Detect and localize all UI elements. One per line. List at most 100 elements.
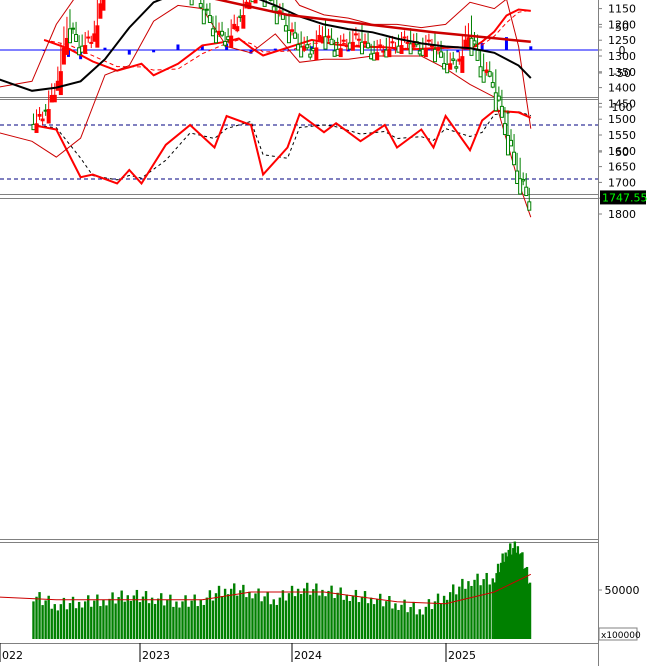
volume-bar	[427, 599, 431, 639]
price-y-tick-label: 1500	[608, 113, 636, 126]
volume-bar	[397, 609, 400, 639]
volume-bar	[108, 598, 111, 639]
volume-bar	[348, 600, 352, 639]
volume-bar	[41, 605, 44, 639]
volume-bar	[430, 609, 434, 639]
volume-bar	[522, 568, 526, 639]
volume-bar	[418, 609, 421, 639]
volume-bar	[62, 597, 66, 639]
volume-bar	[138, 602, 142, 639]
candle-body	[469, 37, 474, 56]
volume-bar	[412, 601, 415, 639]
volume-bar	[315, 583, 318, 639]
volume-bar	[351, 595, 355, 639]
moving-average-long-line	[214, 0, 531, 44]
volume-bar	[519, 553, 523, 639]
date-tick-label: 2025	[448, 649, 476, 662]
candle-body	[61, 47, 66, 65]
candle-body	[490, 82, 495, 88]
volume-bar	[339, 587, 342, 639]
volume-bar	[409, 607, 412, 639]
volume-bar	[406, 612, 409, 639]
volume-bar	[436, 593, 440, 639]
volume-bar	[135, 589, 139, 639]
candle-body	[451, 58, 456, 61]
candle-body	[408, 43, 413, 55]
macd-histogram-bar	[346, 50, 350, 52]
candle-body	[487, 71, 492, 77]
volume-bar	[184, 595, 187, 639]
volume-bar	[493, 582, 497, 639]
volume-bar	[169, 594, 172, 639]
bollinger-lower-line	[0, 0, 532, 129]
candle-body	[378, 44, 383, 47]
candle-body	[475, 49, 480, 61]
candle-body	[253, 0, 258, 4]
volume-bar	[403, 599, 406, 639]
volume-bar	[269, 604, 272, 639]
volume-bar	[528, 582, 532, 639]
volume-bar	[153, 603, 157, 639]
candle-body	[481, 70, 486, 83]
candle-body	[198, 3, 203, 8]
volume-bar	[53, 604, 56, 639]
stoch-line	[31, 109, 532, 186]
candle-body	[524, 186, 529, 197]
macd-y-tick-label: -50	[613, 67, 631, 80]
volume-bar	[272, 599, 275, 639]
volume-bar	[336, 592, 339, 639]
candle-body	[512, 151, 517, 166]
volume-bar	[196, 606, 199, 639]
candle-body	[189, 0, 194, 6]
volume-bar	[445, 599, 449, 639]
volume-bar	[354, 589, 358, 639]
price-y-tick-label: 1550	[608, 129, 636, 142]
last-price-label: 1747.55	[602, 191, 648, 204]
volume-bar	[263, 596, 266, 639]
candle-body	[46, 109, 51, 124]
volume-bar	[77, 601, 81, 639]
candle-body	[89, 41, 94, 44]
candle-body	[405, 41, 410, 44]
candle-body	[448, 63, 453, 70]
candle-body	[499, 105, 504, 118]
volume-bar	[369, 597, 373, 639]
volume-bar	[509, 543, 512, 639]
price-y-tick-label: 1200	[608, 18, 636, 31]
candle-body	[64, 37, 69, 55]
volume-bar	[309, 594, 312, 639]
price-y-tick-label: 1300	[608, 50, 636, 63]
volume-bar	[220, 596, 224, 639]
volume-bar	[90, 606, 93, 639]
volume-bar	[455, 594, 458, 639]
volume-bar	[333, 598, 336, 639]
volume-bar	[111, 592, 114, 639]
volume-bar	[495, 573, 498, 639]
candle-body	[95, 25, 100, 48]
candle-body	[426, 39, 431, 42]
candle-body	[235, 26, 240, 32]
volume-bar	[433, 601, 437, 639]
candle-body	[502, 123, 507, 136]
volume-bar	[400, 604, 403, 639]
candle-body	[98, 3, 103, 19]
volume-bar	[442, 595, 446, 639]
volume-bar	[163, 605, 166, 639]
volume-bar	[306, 582, 309, 639]
last-price-badge: 1747.55	[600, 190, 648, 205]
volume-bar	[521, 552, 524, 639]
volume-bar	[129, 600, 133, 639]
candle-body	[329, 38, 334, 46]
volume-bar	[525, 566, 529, 639]
volume-bar	[150, 597, 154, 639]
volume-bar	[181, 601, 184, 639]
candle-body	[86, 36, 91, 39]
candle-body	[241, 15, 246, 29]
volume-bar	[275, 604, 279, 639]
volume-bar	[144, 591, 148, 639]
volume-bar	[126, 595, 129, 639]
volume-bar	[312, 589, 315, 639]
candle-body	[411, 42, 416, 48]
